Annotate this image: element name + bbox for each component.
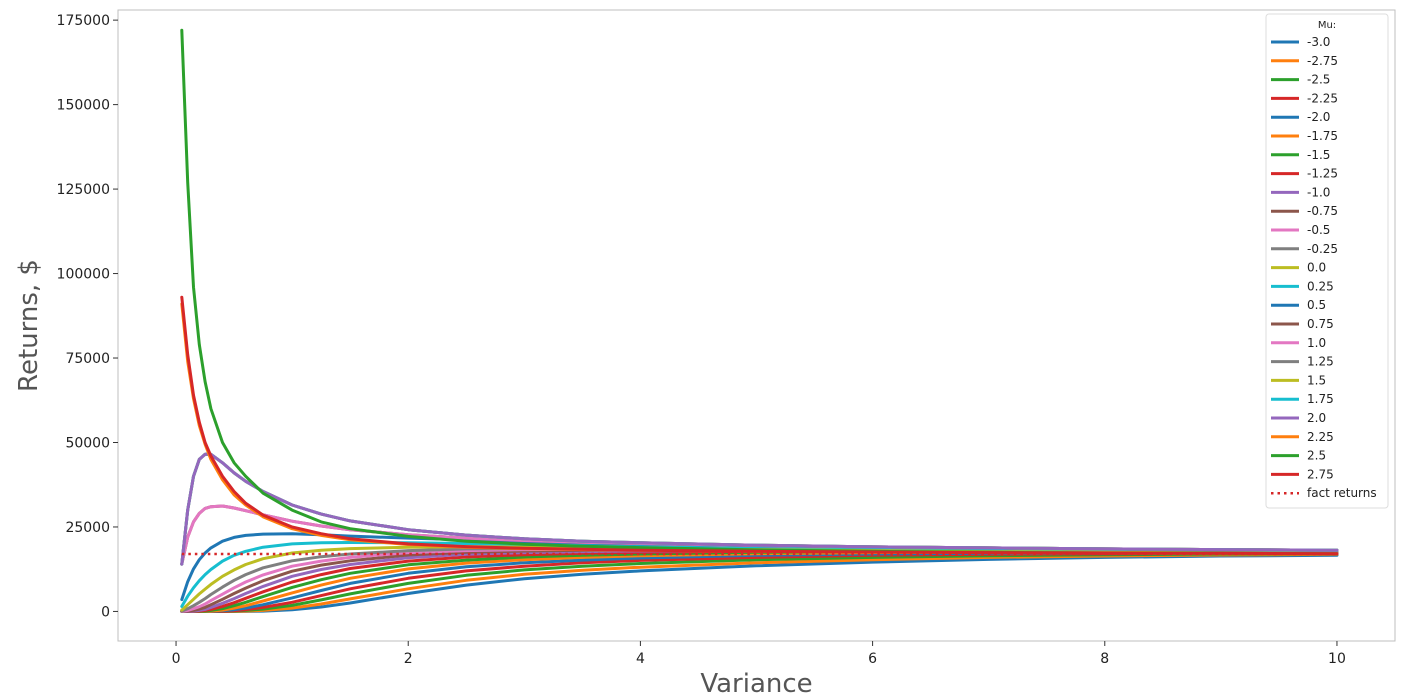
x-axis: 0 2 4 6 8 10	[172, 641, 1346, 667]
legend-label: -1.0	[1307, 185, 1330, 199]
legend-label-fact-returns: fact returns	[1307, 486, 1377, 500]
legend-label: -2.25	[1307, 91, 1338, 105]
legend-label: -3.0	[1307, 35, 1330, 49]
y-tick-label: 50000	[65, 435, 110, 451]
y-axis: 0 25000 50000 75000 100000 125000 150000 175000	[57, 13, 118, 620]
y-tick-label: 150000	[57, 98, 110, 114]
legend-label: -0.5	[1307, 223, 1330, 237]
x-tick-label: 6	[868, 651, 877, 667]
y-tick-label: 0	[101, 604, 110, 620]
y-tick-label: 75000	[65, 351, 110, 367]
legend: Mu: -3.0 -2.75 -2.5 -2.25 -2.0 -1.75 -1.5 -1.25…	[1265, 13, 1389, 509]
legend-label: 1.25	[1307, 355, 1334, 369]
y-tick-label: 25000	[65, 520, 110, 536]
x-tick-label: 4	[636, 651, 645, 667]
legend-label: 2.25	[1307, 430, 1334, 444]
series-line-mu-2.5	[180, 28, 1339, 556]
legend-label: 0.25	[1307, 279, 1334, 293]
x-tick-label: 2	[404, 651, 413, 667]
legend-label: -0.25	[1307, 242, 1338, 256]
legend-label: 2.5	[1307, 449, 1326, 463]
legend-label: -2.0	[1307, 110, 1330, 124]
legend-label: -2.5	[1307, 73, 1330, 87]
legend-label: -0.75	[1307, 204, 1338, 218]
legend-title: Mu:	[1318, 20, 1336, 31]
x-axis-title: Variance	[700, 669, 812, 699]
y-tick-label: 175000	[57, 13, 110, 29]
x-tick-label: 10	[1328, 651, 1346, 667]
y-tick-label: 100000	[57, 267, 110, 283]
legend-label: 0.0	[1307, 261, 1326, 275]
series-line-mu-2.25	[180, 302, 1339, 556]
series-line-mu-2.0	[180, 452, 1339, 566]
plot-frame	[117, 9, 1396, 642]
legend-label: 2.75	[1307, 467, 1334, 481]
legend-label: -1.75	[1307, 129, 1338, 143]
x-tick-label: 0	[172, 651, 181, 667]
x-tick-label: 8	[1100, 651, 1109, 667]
legend-label: 0.5	[1307, 298, 1326, 312]
plot-area	[117, 9, 1396, 642]
legend-label: 0.75	[1307, 317, 1334, 331]
legend-label: -2.75	[1307, 54, 1338, 68]
y-axis-title: Returns, $	[14, 259, 44, 392]
series-line-mu-2.75	[180, 295, 1339, 556]
legend-label: -1.25	[1307, 167, 1338, 181]
legend-label: 1.5	[1307, 373, 1326, 387]
series-lines	[180, 28, 1339, 613]
legend-label: 2.0	[1307, 411, 1326, 425]
legend-label: -1.5	[1307, 148, 1330, 162]
legend-label: 1.75	[1307, 392, 1334, 406]
legend-label: 1.0	[1307, 336, 1326, 350]
y-tick-label: 125000	[57, 182, 110, 198]
